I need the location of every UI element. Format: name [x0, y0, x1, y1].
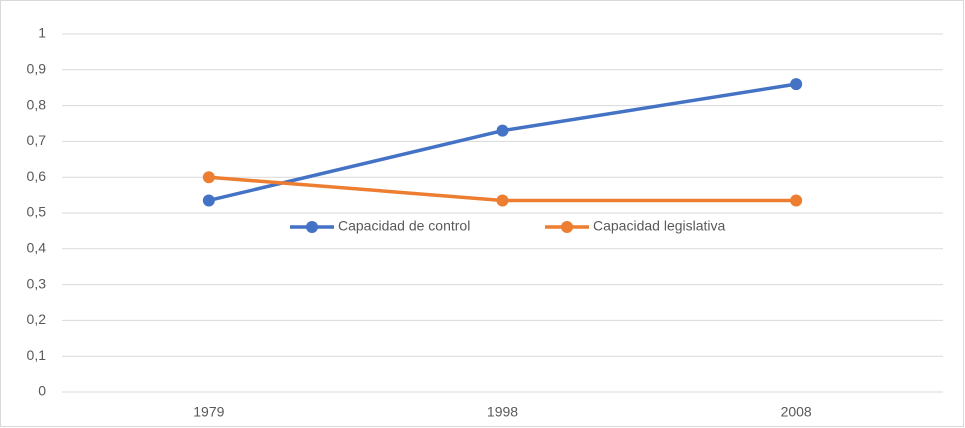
x-tick-label: 1979: [193, 404, 224, 420]
legend-label: Capacidad de control: [338, 218, 470, 234]
legend-marker: [561, 221, 573, 233]
series-marker: [496, 124, 509, 137]
y-tick-label: 0,7: [27, 132, 47, 148]
y-tick-label: 0: [38, 383, 46, 399]
series-marker: [496, 194, 509, 207]
x-tick-label: 2008: [781, 404, 812, 420]
x-tick-label: 1998: [487, 404, 518, 420]
series-marker: [202, 194, 215, 207]
y-tick-label: 1: [38, 25, 46, 41]
legend-label: Capacidad legislativa: [593, 218, 726, 234]
legend-marker: [306, 221, 318, 233]
y-tick-label: 0,8: [27, 96, 47, 112]
series-marker: [790, 78, 803, 91]
y-tick-label: 0,9: [27, 61, 47, 77]
y-tick-label: 0,2: [27, 311, 47, 327]
y-tick-label: 0,3: [27, 275, 47, 291]
y-tick-label: 0,6: [27, 168, 47, 184]
series-marker: [790, 194, 803, 207]
y-tick-label: 0,5: [27, 204, 47, 220]
series-marker: [202, 171, 215, 184]
y-tick-label: 0,1: [27, 347, 47, 363]
y-tick-label: 0,4: [27, 240, 47, 256]
